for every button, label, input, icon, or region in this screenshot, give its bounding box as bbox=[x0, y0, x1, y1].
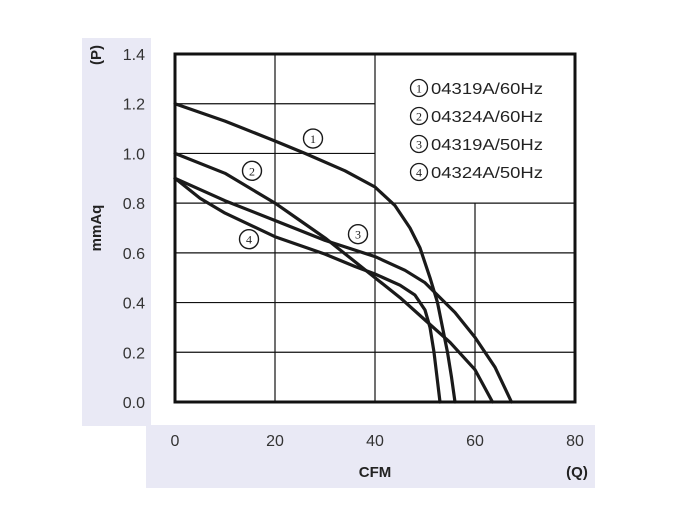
x-axis-panel bbox=[146, 425, 595, 488]
plot-frame bbox=[173, 52, 577, 404]
y-axis-symbol: (P) bbox=[88, 45, 105, 65]
series-line-4 bbox=[173, 176, 442, 404]
curve-marker-circle-2 bbox=[241, 160, 263, 182]
curve-marker-label-1: 1 bbox=[310, 132, 316, 146]
x-tick-label: 60 bbox=[466, 433, 484, 450]
series-line-1 bbox=[173, 102, 457, 404]
x-axis-symbol: (Q) bbox=[566, 464, 588, 481]
x-tick-label: 40 bbox=[366, 433, 384, 450]
curve-marker-circle-1 bbox=[302, 128, 324, 149]
y-axis-panel bbox=[82, 38, 151, 426]
curve-marker-circle-4 bbox=[238, 228, 260, 250]
y-tick-label: 1.2 bbox=[123, 97, 145, 114]
y-tick-label: 0.0 bbox=[123, 395, 145, 412]
legend-marker-circle-2 bbox=[409, 106, 429, 126]
x-tick-label: 80 bbox=[566, 433, 584, 450]
legend-marker-circle-4 bbox=[409, 162, 429, 182]
legend-marker-circle-1 bbox=[409, 78, 429, 98]
x-tick-label: 0 bbox=[171, 433, 180, 450]
legend-marker-label-1: 1 bbox=[416, 82, 422, 96]
curve-marker-circle-3 bbox=[347, 224, 369, 245]
legend-marker-label-4: 4 bbox=[416, 166, 422, 180]
curve-marker-label-4: 4 bbox=[246, 233, 252, 247]
legend-marker-circle-3 bbox=[409, 134, 429, 154]
legend-entry-4: 04324A/50Hz bbox=[431, 165, 543, 182]
legend-entry-1: 04319A/60Hz bbox=[431, 81, 543, 98]
legend-entry-3: 04319A/50Hz bbox=[431, 137, 543, 154]
y-tick-label: 1.0 bbox=[123, 146, 145, 163]
x-tick-label: 20 bbox=[266, 433, 284, 450]
curve-marker-label-3: 3 bbox=[355, 228, 361, 242]
legend-entry-2: 04324A/60Hz bbox=[431, 109, 543, 126]
legend-marker-label-2: 2 bbox=[416, 110, 422, 124]
y-tick-label: 0.6 bbox=[123, 246, 145, 263]
curve-marker-label-2: 2 bbox=[249, 164, 255, 178]
y-tick-label: 0.4 bbox=[123, 296, 145, 313]
x-axis-title: CFM bbox=[359, 464, 392, 481]
legend-marker-label-3: 3 bbox=[416, 138, 422, 152]
y-tick-label: 1.4 bbox=[123, 47, 145, 64]
y-axis-title: mmAq bbox=[88, 205, 105, 252]
y-tick-label: 0.2 bbox=[123, 345, 145, 362]
y-tick-label: 0.8 bbox=[123, 196, 145, 213]
series-line-3 bbox=[173, 176, 514, 404]
